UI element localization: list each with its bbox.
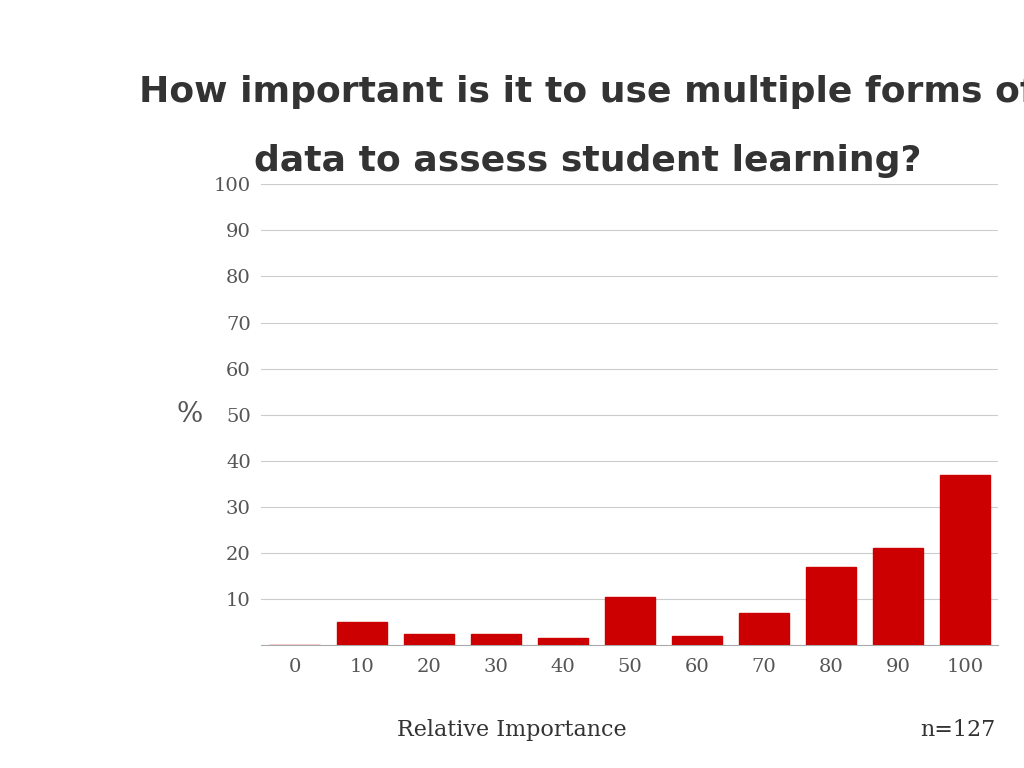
Text: %: % (176, 401, 203, 429)
Bar (940, 475, 990, 645)
Bar (538, 638, 588, 645)
Bar (738, 613, 788, 645)
Bar (806, 567, 856, 645)
Text: Relative Importance: Relative Importance (397, 719, 627, 740)
Text: data to assess student learning?: data to assess student learning? (254, 144, 922, 178)
Bar (337, 622, 387, 645)
Bar (604, 597, 655, 645)
Text: n=127: n=127 (920, 719, 995, 740)
Bar (672, 636, 722, 645)
Text: How important is it to use multiple forms of: How important is it to use multiple form… (139, 75, 1024, 109)
Bar (403, 634, 454, 645)
Bar (471, 634, 521, 645)
Bar (872, 548, 923, 645)
